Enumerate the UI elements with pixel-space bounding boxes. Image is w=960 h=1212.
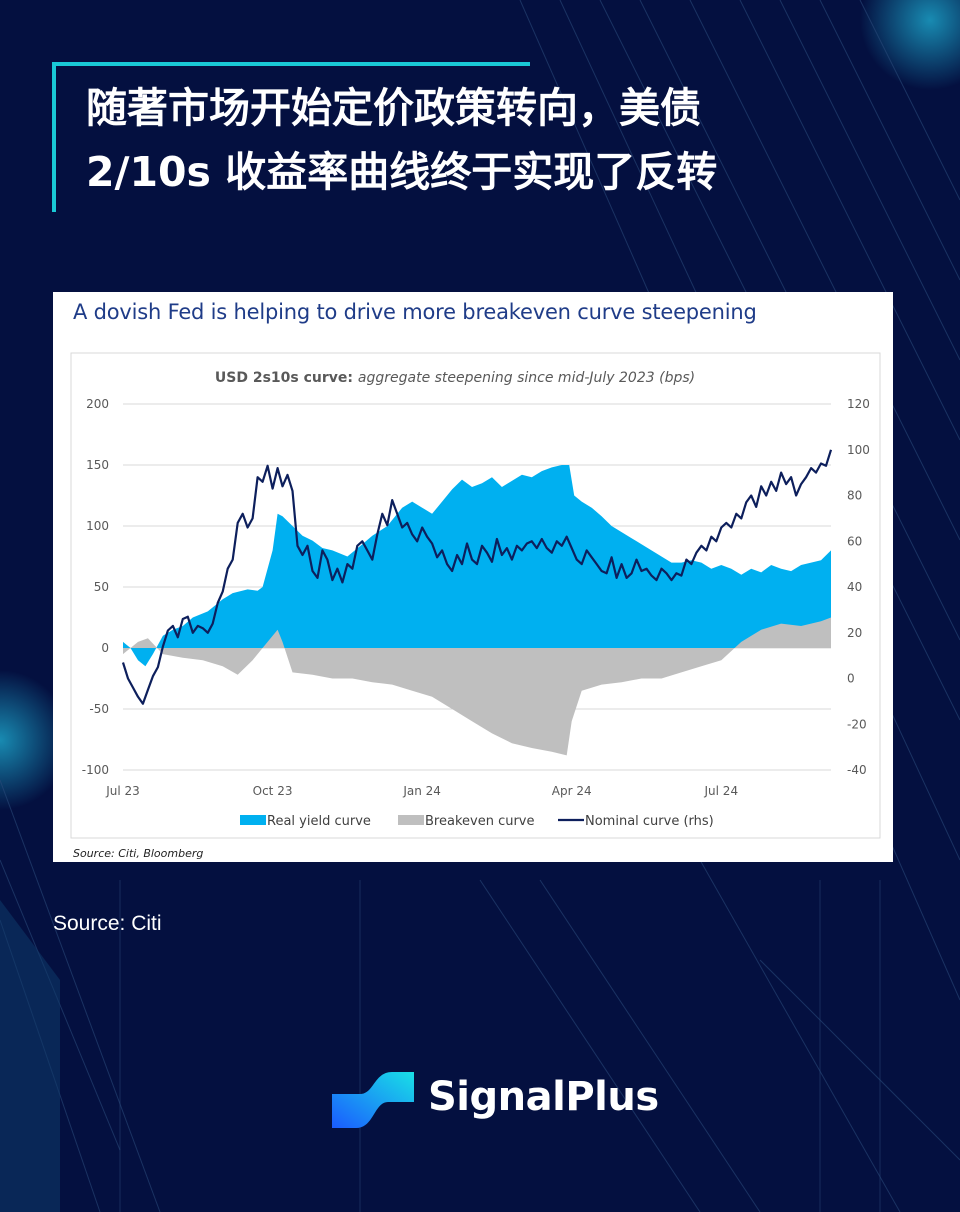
legend-label: Nominal curve (rhs) [585,814,714,829]
bg-shard [0,900,60,1212]
title-line-1: 随著市场开始定价政策转向，美债 [86,84,701,132]
signalplus-logo-icon [332,1072,414,1128]
series-nominal-line [121,449,833,705]
legend-label: Breakeven curve [425,814,535,829]
glow-top-right [860,0,960,90]
bg-stripe [699,859,901,1212]
bg-stripe [739,0,960,441]
chart-card: USD 2s10s curve: aggregate steepening si… [53,292,893,862]
y-left-tick-label: 200 [86,397,109,411]
chart-card-source: Source: Citi, Bloomberg [73,847,204,860]
chart-title-bold: USD 2s10s curve: [215,370,358,386]
page-source: Source: Citi [53,912,162,935]
bg-stripe [689,0,960,541]
y-right-tick-label: 20 [847,626,862,640]
glow-left [0,670,70,810]
legend: Real yield curve Breakeven curve Nominal c… [240,814,714,829]
x-tick-label: Jan 24 [402,784,441,798]
y-right-tick-label: 40 [847,580,862,594]
y-right-tick-label: 0 [847,672,855,686]
bg-stripe [779,0,960,361]
bg-stripe [0,779,161,1212]
legend-swatch [398,815,424,825]
y-left-tick-label: -50 [89,702,109,716]
title-line-2: 2/10s 收益率曲线终于实现了反转 [86,148,718,196]
chart-card-title: A dovish Fed is helping to drive more br… [73,300,757,324]
x-tick-label: Apr 24 [552,784,592,798]
plot-frame [70,352,881,839]
brand-name: SignalPlus [428,1074,659,1120]
y-right-tick-label: 120 [847,397,870,411]
y-right-tick-label: -40 [847,763,867,777]
legend-label: Real yield curve [267,814,371,829]
bg-stripe [759,959,960,1161]
x-tick-label: Jul 23 [105,784,140,798]
chart: USD 2s10s curve: aggregate steepening si… [70,352,881,839]
y-left-tick-label: -100 [82,763,109,777]
brand: SignalPlus [330,1068,660,1134]
x-tick-label: Oct 23 [253,784,293,798]
y-left-tick-label: 0 [101,641,109,655]
series-breakeven-area [123,617,831,756]
y-right-tick-label: -20 [847,717,867,731]
legend-swatch [240,815,266,825]
x-tick-label: Jul 24 [704,784,739,798]
chart-title: USD 2s10s curve: aggregate steepening si… [215,370,695,386]
bg-stripe [539,879,761,1212]
y-left-tick-label: 50 [94,580,109,594]
bg-stripe [819,0,960,281]
series-real-yield-area [123,465,831,667]
y-right-tick-label: 100 [847,443,870,457]
y-left-tick-label: 150 [86,458,109,472]
bg-stripe [859,0,960,201]
bg-stripe [479,879,701,1212]
page-title: 随著市场开始定价政策转向，美债 2/10s 收益率曲线终于实现了反转 [86,76,717,204]
title-accent-line [52,62,530,66]
y-right-tick-label: 60 [847,534,862,548]
chart-title-italic: aggregate steepening since mid-July 2023… [358,370,695,386]
title-frame: 随著市场开始定价政策转向，美债 2/10s 收益率曲线终于实现了反转 [52,62,796,212]
y-left-tick-label: 100 [86,519,109,533]
y-right-tick-label: 80 [847,489,862,503]
